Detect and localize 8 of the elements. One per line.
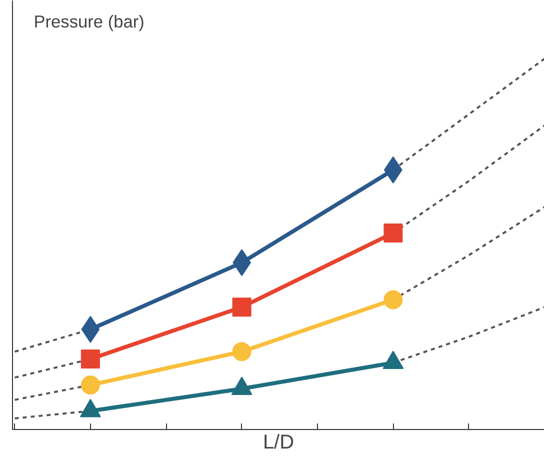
point — [232, 342, 252, 362]
point — [80, 350, 100, 369]
point — [80, 376, 100, 394]
y-axis-title: Pressure (bar) — [34, 12, 144, 32]
point — [384, 223, 403, 242]
x-axis-title: L/D — [262, 432, 294, 454]
point — [232, 298, 252, 317]
point — [384, 290, 403, 310]
